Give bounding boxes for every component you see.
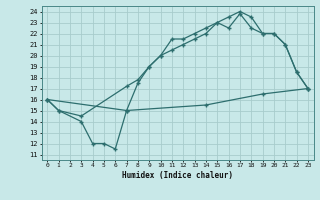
X-axis label: Humidex (Indice chaleur): Humidex (Indice chaleur) — [122, 171, 233, 180]
